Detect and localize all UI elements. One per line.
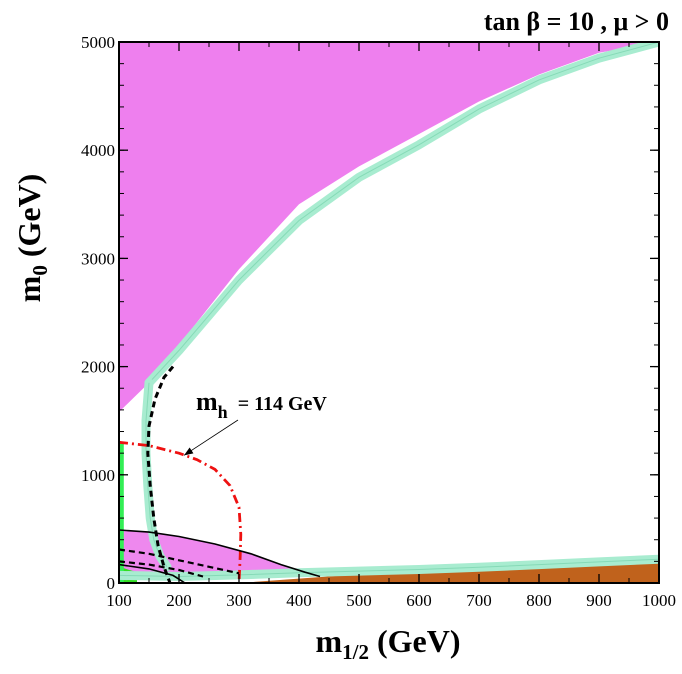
region-green-strip-left: [119, 442, 124, 583]
y-tick-label: 0: [107, 574, 116, 593]
y-tick-label: 5000: [81, 33, 115, 52]
line-gmu-contour-dashed-1: [119, 548, 240, 575]
y-axis-label-unit: (GeV): [11, 174, 47, 266]
region-stau-lsp: [239, 560, 659, 583]
x-axis-label-main: m: [315, 623, 342, 659]
x-tick-label: 600: [406, 591, 432, 610]
y-tick-label: 4000: [81, 141, 115, 160]
annotation-arrow-line: [183, 419, 239, 456]
x-tick-label: 700: [466, 591, 492, 610]
plot-area: [119, 42, 659, 583]
higgs-annotation-value: = 114 GeV: [238, 393, 328, 415]
y-axis-label-sub: 0: [28, 265, 52, 276]
x-axis-label-unit: (GeV): [369, 623, 461, 659]
x-tick-label: 900: [586, 591, 612, 610]
band-edge-relic-density-coannihilation: [119, 558, 659, 578]
region-excluded-no-ewsb: [119, 42, 659, 412]
higgs-annotation-sub: h: [218, 402, 228, 422]
line-higgs-mass-114-contour: [119, 440, 243, 583]
x-tick-label: 300: [226, 591, 252, 610]
y-tick-label: 1000: [81, 466, 115, 485]
y-axis-label: m0 (GeV): [11, 174, 52, 303]
annotation-arrow-head: [184, 447, 194, 456]
y-axis-label-main: m: [11, 275, 47, 302]
x-axis-label-sub: 1/2: [342, 640, 369, 664]
x-axis-label: m1/2 (GeV): [315, 623, 460, 664]
x-tick-label: 800: [526, 591, 552, 610]
x-tick-label: 100: [106, 591, 132, 610]
x-tick-label: 500: [346, 591, 372, 610]
x-tick-label: 1000: [642, 591, 676, 610]
higgs-annotation: mh = 114 GeV: [196, 387, 327, 422]
line-chargino-limit-dashed: [146, 365, 175, 583]
x-tick-label: 400: [286, 591, 312, 610]
y-tick-label: 2000: [81, 358, 115, 377]
band-edge-relic-density-upper-band: [148, 42, 659, 384]
y-tick-label: 3000: [81, 249, 115, 268]
x-tick-label: 200: [166, 591, 192, 610]
higgs-annotation-main: m: [196, 387, 218, 416]
chart-title: tan β = 10 , μ > 0: [484, 7, 669, 36]
line-bsgamma-contour-solid-upper: [119, 529, 321, 578]
line-gmu-contour-dashed-2: [119, 560, 204, 578]
